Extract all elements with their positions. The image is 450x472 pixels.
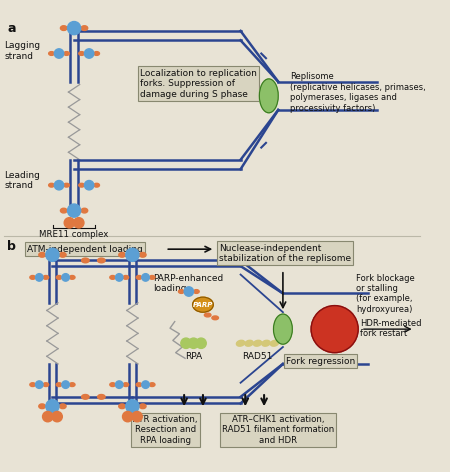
Circle shape [68, 204, 81, 217]
Circle shape [62, 381, 69, 388]
Circle shape [43, 412, 53, 422]
Ellipse shape [59, 404, 66, 409]
Text: PARP-enhanced
loading: PARP-enhanced loading [153, 274, 223, 293]
Ellipse shape [245, 340, 253, 346]
Circle shape [52, 412, 62, 422]
Circle shape [46, 400, 59, 413]
Ellipse shape [81, 208, 88, 213]
Circle shape [54, 49, 64, 58]
Ellipse shape [262, 340, 270, 346]
Circle shape [132, 412, 142, 422]
Ellipse shape [98, 258, 105, 263]
Circle shape [181, 338, 191, 348]
Circle shape [126, 400, 139, 413]
Circle shape [116, 381, 123, 388]
Text: HDR-mediated
fork restart: HDR-mediated fork restart [360, 319, 422, 338]
Ellipse shape [110, 276, 116, 279]
Ellipse shape [64, 51, 69, 55]
Circle shape [36, 274, 43, 281]
Circle shape [46, 248, 59, 261]
Text: ATM-independent loading: ATM-independent loading [27, 244, 143, 253]
Ellipse shape [60, 26, 67, 31]
Ellipse shape [110, 383, 116, 387]
Ellipse shape [94, 51, 99, 55]
Ellipse shape [123, 383, 129, 387]
Ellipse shape [98, 395, 105, 399]
Ellipse shape [69, 276, 75, 279]
Ellipse shape [59, 253, 66, 257]
Ellipse shape [140, 404, 146, 409]
Circle shape [196, 338, 206, 348]
Ellipse shape [204, 313, 211, 317]
Ellipse shape [56, 383, 62, 387]
Ellipse shape [119, 253, 126, 257]
Ellipse shape [39, 253, 45, 257]
Ellipse shape [119, 404, 126, 409]
Text: Localization to replication
forks. Suppression of
damage during S phase: Localization to replication forks. Suppr… [140, 69, 257, 99]
Ellipse shape [136, 276, 142, 279]
Circle shape [311, 305, 358, 353]
Circle shape [36, 381, 43, 388]
Ellipse shape [94, 183, 99, 187]
Ellipse shape [123, 276, 129, 279]
Circle shape [126, 248, 139, 261]
Circle shape [142, 381, 149, 388]
Text: ATR activation,
Resection and
RPA loading: ATR activation, Resection and RPA loadin… [133, 415, 198, 445]
Ellipse shape [194, 290, 199, 294]
Ellipse shape [56, 276, 62, 279]
Text: Lagging
strand: Lagging strand [4, 41, 40, 61]
Text: b: b [7, 240, 16, 253]
Ellipse shape [179, 290, 184, 294]
Circle shape [74, 218, 84, 228]
Text: RPA: RPA [185, 352, 202, 361]
Circle shape [85, 49, 94, 58]
Ellipse shape [193, 297, 213, 312]
Ellipse shape [81, 26, 88, 31]
Ellipse shape [69, 383, 75, 387]
Ellipse shape [81, 258, 89, 263]
Text: Replisome
(replicative helicases, primases,
polymerases, ligases and
processivit: Replisome (replicative helicases, primas… [290, 72, 426, 112]
Ellipse shape [39, 404, 45, 409]
Text: Nuclease-independent
stabilization of the replisome: Nuclease-independent stabilization of th… [219, 244, 351, 263]
Ellipse shape [253, 340, 261, 346]
Circle shape [68, 22, 81, 34]
Text: a: a [7, 22, 16, 34]
Circle shape [142, 274, 149, 281]
Circle shape [122, 412, 133, 422]
Ellipse shape [60, 208, 67, 213]
Text: PARP: PARP [193, 302, 213, 308]
Ellipse shape [64, 183, 69, 187]
Text: RAD51: RAD51 [242, 352, 273, 361]
Ellipse shape [79, 51, 85, 55]
Circle shape [54, 180, 64, 190]
Ellipse shape [149, 276, 155, 279]
Text: MRE11 complex: MRE11 complex [40, 230, 109, 239]
Ellipse shape [236, 340, 245, 346]
Text: Fork regression: Fork regression [286, 357, 355, 366]
Ellipse shape [49, 183, 54, 187]
Ellipse shape [43, 276, 49, 279]
Ellipse shape [274, 314, 292, 344]
Ellipse shape [30, 383, 36, 387]
Ellipse shape [212, 316, 218, 320]
Ellipse shape [270, 340, 279, 346]
Ellipse shape [43, 383, 49, 387]
Circle shape [116, 274, 123, 281]
Circle shape [64, 218, 75, 228]
Ellipse shape [149, 383, 155, 387]
Circle shape [85, 180, 94, 190]
Ellipse shape [140, 253, 146, 257]
Ellipse shape [79, 183, 85, 187]
Ellipse shape [30, 276, 36, 279]
Circle shape [62, 274, 69, 281]
Circle shape [184, 287, 194, 296]
Ellipse shape [81, 395, 89, 399]
Text: Leading
strand: Leading strand [4, 171, 40, 191]
Text: Fork blockage
or stalling
(for example,
hydroxyurea): Fork blockage or stalling (for example, … [356, 274, 415, 314]
Circle shape [189, 338, 199, 348]
Ellipse shape [136, 383, 142, 387]
Text: ATR–CHK1 activation,
RAD51 filament formation
and HDR: ATR–CHK1 activation, RAD51 filament form… [222, 415, 334, 445]
Ellipse shape [49, 51, 54, 55]
Ellipse shape [259, 79, 278, 113]
